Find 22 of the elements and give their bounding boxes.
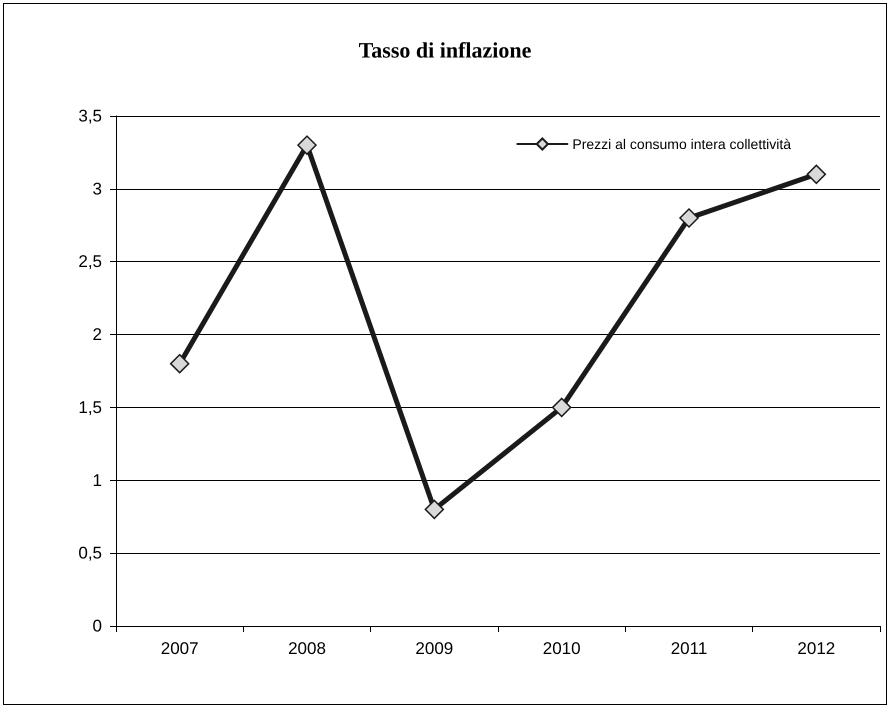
y-tick-label: 3,5 [78,106,102,126]
point [552,398,572,418]
x-tick-label: 2009 [415,639,454,658]
point [806,164,826,184]
y-tick-label: 2,5 [78,252,102,272]
x-tick-label: 2007 [160,639,199,658]
x-tick-label: 2010 [542,639,581,658]
y-tick-label: 1 [92,470,102,490]
point [424,500,444,520]
x-tick-label: 2008 [288,639,326,658]
point [297,135,317,155]
y-tick-label: 0 [92,616,102,636]
point [170,354,190,374]
legend-label: Prezzi al consumo intera collettività [572,136,792,152]
x-tick-label: 2012 [797,639,836,658]
x-tick-label: 2011 [670,639,708,658]
y-tick-label: 0,5 [78,544,102,563]
chart-title: Tasso di inflazione [358,38,532,62]
y-tick-label: 3 [92,179,102,198]
point [679,208,699,228]
y-tick-label: 1,5 [78,398,102,417]
y-tick-label: 2 [92,325,102,344]
